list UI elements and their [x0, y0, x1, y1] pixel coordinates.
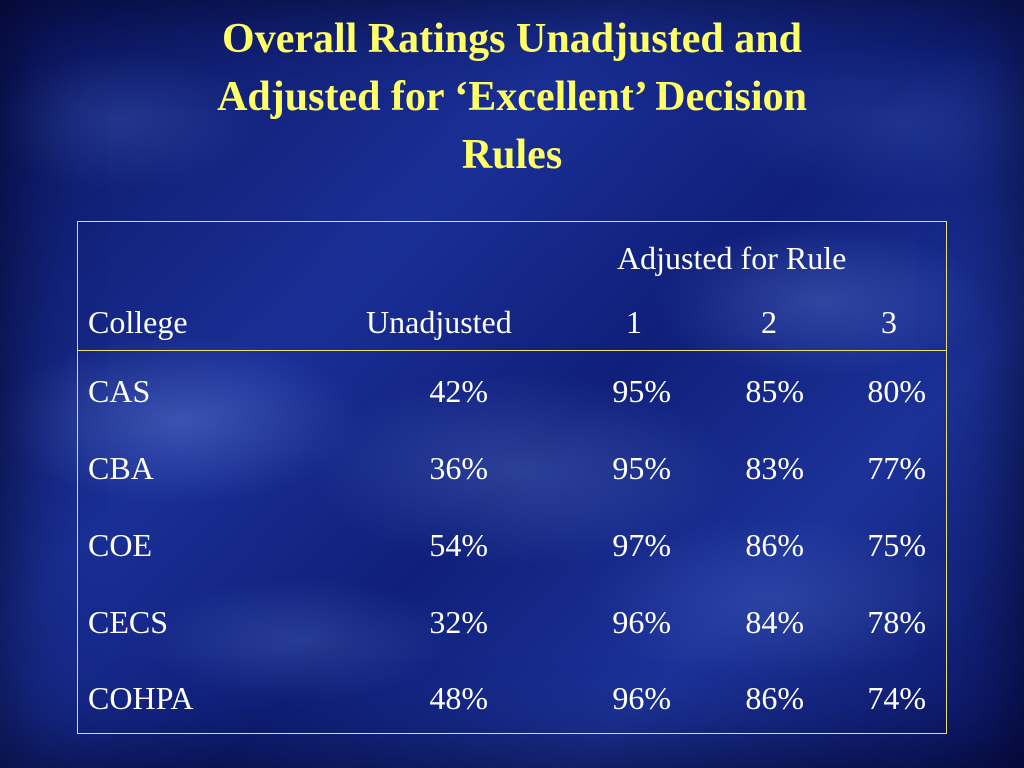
rule-1-value: 97%: [612, 527, 671, 563]
college-name: COHPA: [88, 680, 194, 716]
rule-3-value: 75%: [867, 527, 926, 563]
college-name: COE: [88, 527, 152, 563]
column-header-rule-2: 2: [761, 304, 777, 340]
rule-2-value: 83%: [745, 450, 804, 486]
column-header-college: College: [88, 304, 188, 340]
adjusted-group-header: Adjusted for Rule: [617, 240, 847, 276]
table-row: CECS 32% 96% 84% 78%: [78, 604, 946, 640]
unadjusted-value: 54%: [429, 527, 488, 563]
rule-2-value: 86%: [745, 680, 804, 716]
rule-3-value: 80%: [867, 373, 926, 409]
column-header-rule-1: 1: [626, 304, 642, 340]
column-header-rule-3: 3: [881, 304, 897, 340]
rule-3-value: 74%: [867, 680, 926, 716]
rule-3-value: 77%: [867, 450, 926, 486]
column-header-unadjusted: Unadjusted: [366, 304, 512, 340]
table-header: Adjusted for Rule College Unadjusted 1 2…: [78, 222, 946, 351]
rule-2-value: 84%: [745, 604, 804, 640]
rule-1-value: 96%: [612, 680, 671, 716]
rule-2-value: 86%: [745, 527, 804, 563]
table-row: CAS 42% 95% 85% 80%: [78, 373, 946, 409]
ratings-table: Adjusted for Rule College Unadjusted 1 2…: [77, 221, 947, 734]
table-row: CBA 36% 95% 83% 77%: [78, 450, 946, 486]
table-row: COE 54% 97% 86% 75%: [78, 527, 946, 563]
unadjusted-value: 36%: [429, 450, 488, 486]
unadjusted-value: 48%: [429, 680, 488, 716]
table-row: COHPA 48% 96% 86% 74%: [78, 680, 946, 716]
college-name: CBA: [88, 450, 154, 486]
rule-1-value: 96%: [612, 604, 671, 640]
rule-3-value: 78%: [867, 604, 926, 640]
college-name: CECS: [88, 604, 169, 640]
college-name: CAS: [88, 373, 151, 409]
unadjusted-value: 32%: [429, 604, 488, 640]
slide-title: Overall Ratings Unadjusted and Adjusted …: [217, 16, 807, 178]
unadjusted-value: 42%: [429, 373, 488, 409]
rule-1-value: 95%: [612, 373, 671, 409]
rule-1-value: 95%: [612, 450, 671, 486]
rule-2-value: 85%: [745, 373, 804, 409]
